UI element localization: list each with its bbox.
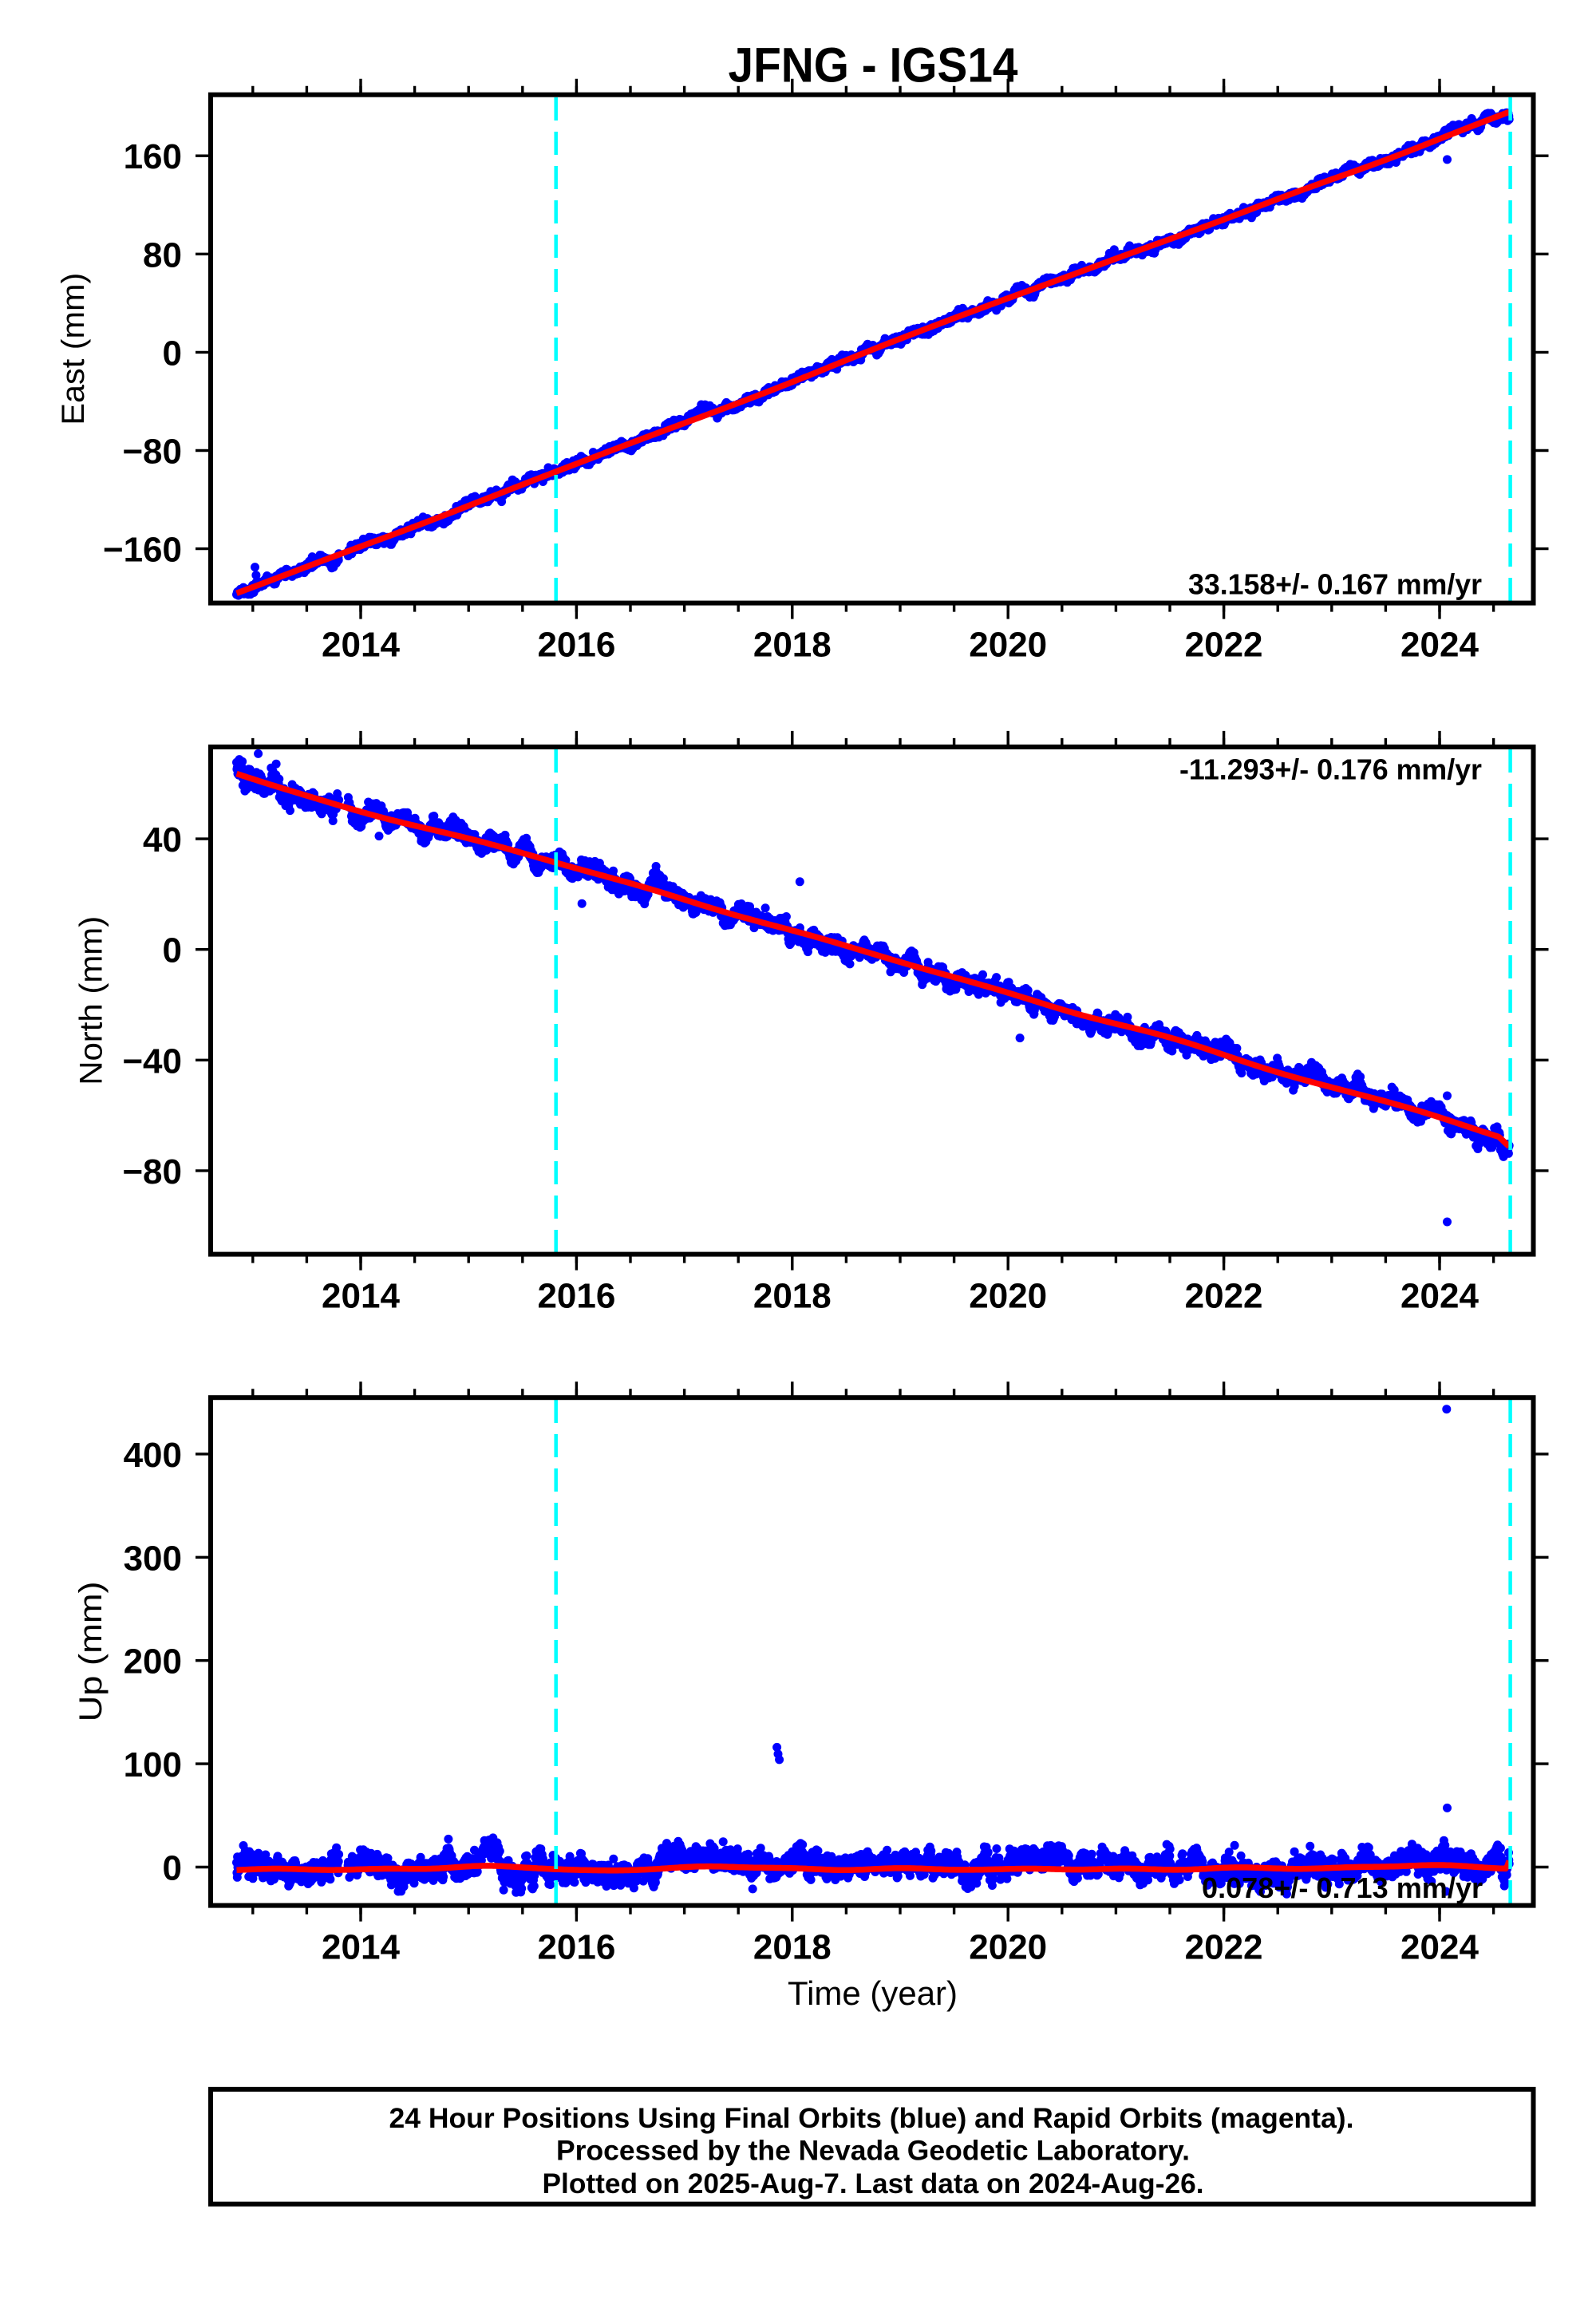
svg-text:2014: 2014	[322, 626, 400, 665]
svg-text:2022: 2022	[1185, 626, 1263, 665]
svg-text:33.158+/- 0.167 mm/yr: 33.158+/- 0.167 mm/yr	[1188, 568, 1482, 601]
svg-text:Up (mm): Up (mm)	[73, 1581, 109, 1721]
svg-text:−80: −80	[122, 433, 182, 472]
svg-text:2018: 2018	[753, 1277, 832, 1316]
svg-text:-11.293+/- 0.176 mm/yr: -11.293+/- 0.176 mm/yr	[1179, 753, 1482, 786]
svg-text:0.078+/- 0.713 mm/yr: 0.078+/- 0.713 mm/yr	[1202, 1871, 1483, 1904]
svg-text:0: 0	[163, 931, 182, 970]
svg-text:2020: 2020	[969, 626, 1047, 665]
svg-text:24 Hour Positions Using Final: 24 Hour Positions Using Final Orbits (bl…	[389, 2103, 1354, 2134]
svg-text:−80: −80	[122, 1152, 182, 1192]
svg-text:2024: 2024	[1400, 626, 1479, 665]
svg-text:Time (year): Time (year)	[788, 1974, 958, 2012]
svg-text:400: 400	[124, 1436, 182, 1475]
svg-text:North (mm): North (mm)	[74, 916, 109, 1085]
svg-text:2022: 2022	[1185, 1277, 1263, 1316]
svg-text:−160: −160	[103, 531, 182, 570]
svg-text:−40: −40	[122, 1041, 182, 1081]
svg-text:2018: 2018	[753, 626, 832, 665]
svg-text:2016: 2016	[537, 1277, 615, 1316]
svg-text:0: 0	[163, 334, 182, 373]
svg-text:100: 100	[124, 1745, 182, 1784]
svg-text:JFNG - IGS14: JFNG - IGS14	[729, 38, 1018, 92]
svg-text:2014: 2014	[322, 1277, 400, 1316]
svg-text:300: 300	[124, 1539, 182, 1578]
svg-text:2016: 2016	[537, 626, 615, 665]
svg-text:80: 80	[143, 235, 182, 275]
svg-text:2016: 2016	[537, 1928, 615, 1967]
svg-text:2024: 2024	[1400, 1277, 1479, 1316]
svg-text:2020: 2020	[969, 1928, 1047, 1967]
svg-text:200: 200	[124, 1642, 182, 1682]
svg-text:2014: 2014	[322, 1928, 400, 1967]
svg-text:160: 160	[124, 137, 182, 176]
svg-text:East (mm): East (mm)	[56, 273, 91, 425]
svg-text:Processed by the Nevada Geodet: Processed by the Nevada Geodetic Laborat…	[556, 2136, 1190, 2167]
svg-text:0: 0	[163, 1849, 182, 1888]
svg-text:2020: 2020	[969, 1277, 1047, 1316]
svg-text:2018: 2018	[753, 1928, 832, 1967]
svg-text:Plotted on 2025-Aug-7. Last da: Plotted on 2025-Aug-7. Last data on 2024…	[543, 2168, 1204, 2199]
svg-text:40: 40	[143, 820, 182, 860]
svg-text:2022: 2022	[1185, 1928, 1263, 1967]
svg-text:2024: 2024	[1400, 1928, 1479, 1967]
